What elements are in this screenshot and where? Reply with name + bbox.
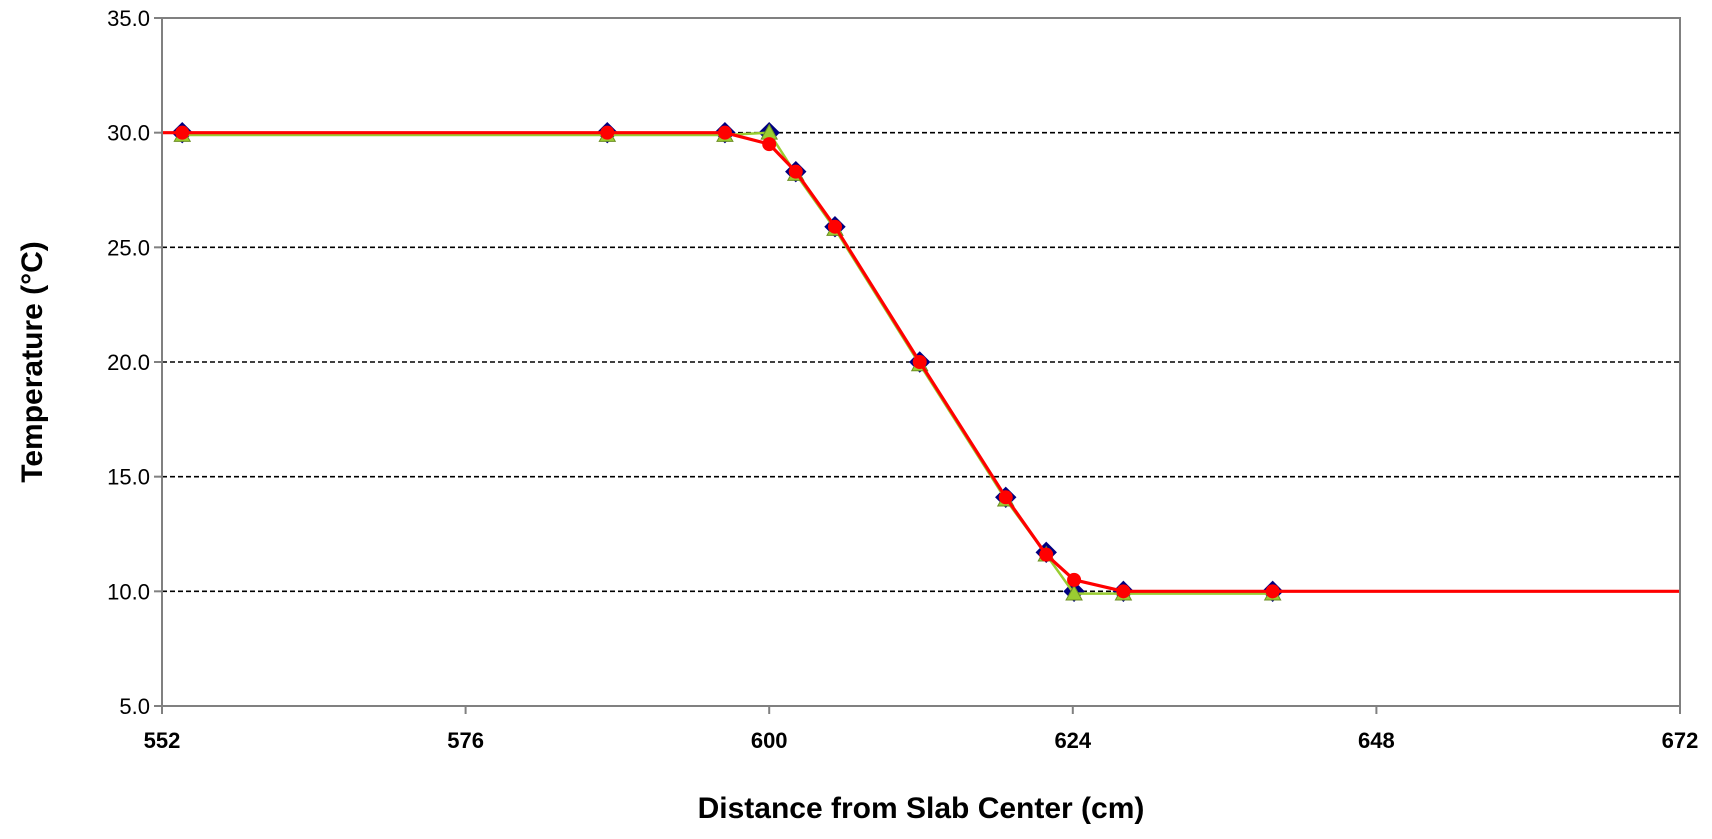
series-2-point-5 bbox=[827, 219, 842, 234]
x-tick-label-2: 600 bbox=[751, 728, 788, 753]
series-2-point-11 bbox=[1265, 584, 1280, 599]
x-tick-label-0: 552 bbox=[144, 728, 181, 753]
series-layer bbox=[162, 121, 1680, 603]
y-tick-label-4: 25.0 bbox=[107, 235, 150, 260]
x-tick-label-3: 624 bbox=[1054, 728, 1091, 753]
y-tick-label-0: 5.0 bbox=[119, 694, 150, 719]
series-1-point-9 bbox=[1065, 584, 1083, 601]
x-axis: 552 576 600 624 648 672 bbox=[144, 705, 1699, 753]
series-2-point-6 bbox=[912, 355, 927, 369]
y-tick-label-5: 30.0 bbox=[107, 121, 150, 146]
series-2-point-0 bbox=[175, 125, 190, 140]
series-2-point-8 bbox=[1039, 547, 1054, 562]
y-tick-label-3: 20.0 bbox=[107, 350, 150, 375]
series-2-point-9 bbox=[1067, 572, 1082, 587]
series-2-point-3 bbox=[762, 137, 777, 152]
y-tick-label-6: 35.0 bbox=[107, 6, 150, 31]
series-2-point-2 bbox=[717, 125, 732, 140]
series-2-point-10 bbox=[1116, 584, 1131, 599]
x-tick-label-4: 648 bbox=[1358, 728, 1395, 753]
y-tick-label-1: 10.0 bbox=[107, 579, 150, 604]
x-tick-label-5: 672 bbox=[1662, 728, 1699, 753]
series-2 bbox=[162, 125, 1680, 599]
series-2-line bbox=[162, 131, 1680, 593]
y-tick-label-2: 15.0 bbox=[107, 465, 150, 490]
y-axis-title: Temperature (°C) bbox=[16, 241, 49, 482]
x-tick-label-1: 576 bbox=[447, 728, 484, 753]
series-2-point-7 bbox=[998, 490, 1013, 505]
series-2-point-1 bbox=[600, 125, 615, 140]
series-2-point-4 bbox=[788, 164, 803, 179]
y-axis: 5.0 10.0 15.0 20.0 25.0 30.0 35.0 bbox=[107, 6, 163, 719]
x-axis-title: Distance from Slab Center (cm) bbox=[698, 792, 1145, 825]
